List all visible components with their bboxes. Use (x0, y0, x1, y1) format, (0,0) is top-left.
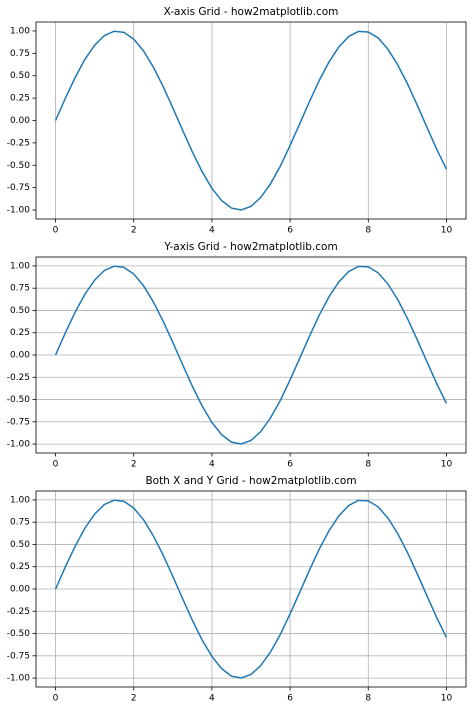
chart-title: X-axis Grid - how2matplotlib.com (164, 6, 339, 18)
x-tick-label: 4 (209, 226, 215, 236)
y-tick-label: 0.25 (10, 94, 30, 104)
y-tick-label: -1.00 (7, 674, 31, 684)
x-tick-label: 10 (441, 694, 453, 704)
y-tick-label: -1.00 (7, 206, 31, 216)
chart-title: Both X and Y Grid - how2matplotlib.com (145, 475, 356, 487)
y-tick-label: 0.75 (10, 284, 30, 294)
y-tick-label: -0.50 (7, 629, 31, 639)
y-tick-label: -0.50 (7, 395, 31, 405)
x-tick-label: 8 (365, 460, 371, 470)
y-tick-label: 0.75 (10, 49, 30, 59)
y-tick-label: 1.00 (10, 26, 30, 36)
x-tick-label: 4 (209, 694, 215, 704)
y-tick-label: 0.75 (10, 518, 30, 528)
line (54, 30, 448, 211)
y-tick-label: 0.25 (10, 562, 30, 572)
x-tick-label: 6 (287, 226, 293, 236)
x-tick-label: 4 (209, 460, 215, 470)
axes-frame (35, 490, 467, 688)
y-tick-label: 0.00 (10, 351, 30, 361)
line (54, 265, 448, 445)
y-tick-label: -0.25 (7, 607, 30, 617)
chart-title: Y-axis Grid - how2matplotlib.com (163, 241, 337, 253)
x-tick-label: 6 (287, 460, 293, 470)
x-tick-label: 2 (131, 226, 137, 236)
y-tick-label: 1.00 (10, 495, 30, 505)
x-tick-label: 10 (441, 460, 453, 470)
x-tick-label: 10 (441, 226, 453, 236)
x-tick-label: 0 (53, 226, 59, 236)
axes-frame (35, 21, 467, 220)
y-tick-label: -0.25 (7, 138, 30, 148)
y-tick-label: 0.25 (10, 328, 30, 338)
y-tick-label: 0.50 (10, 540, 30, 550)
y-tick-label: 0.00 (10, 116, 30, 126)
line (54, 499, 448, 679)
x-tick-label: 0 (53, 460, 59, 470)
y-tick-label: -0.75 (7, 183, 30, 193)
x-tick-label: 0 (53, 694, 59, 704)
y-tick-label: -1.00 (7, 440, 31, 450)
y-tick-label: 0.00 (10, 585, 30, 595)
y-tick-label: -0.50 (7, 161, 31, 171)
y-tick-label: 1.00 (10, 261, 30, 271)
y-tick-label: -0.25 (7, 373, 30, 383)
x-tick-label: 8 (365, 226, 371, 236)
x-tick-label: 2 (131, 460, 137, 470)
x-tick-label: 2 (131, 694, 137, 704)
x-tick-label: 6 (287, 694, 293, 704)
x-tick-label: 8 (365, 694, 371, 704)
y-tick-label: -0.75 (7, 651, 30, 661)
y-tick-label: 0.50 (10, 306, 30, 316)
y-tick-label: -0.75 (7, 417, 30, 427)
axes-frame (35, 256, 467, 454)
y-tick-label: 0.50 (10, 71, 30, 81)
